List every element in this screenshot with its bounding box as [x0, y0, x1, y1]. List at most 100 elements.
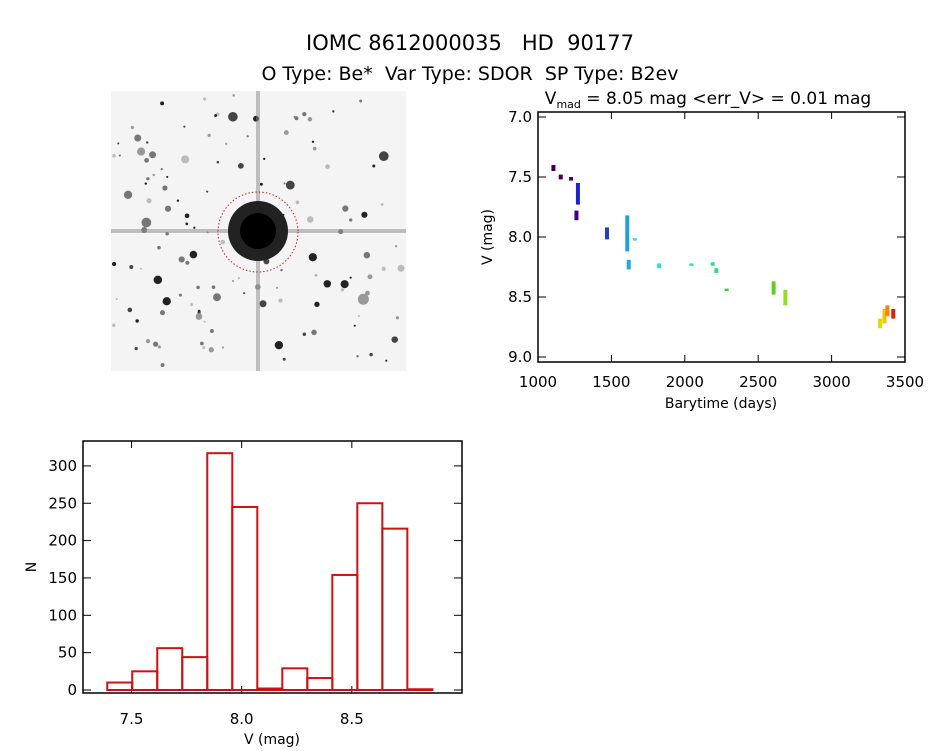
star	[130, 125, 134, 130]
star	[216, 160, 220, 164]
star	[381, 266, 386, 271]
star	[259, 300, 267, 308]
lc-title: Vmad = 8.05 mag <err_V> = 0.01 mag	[545, 89, 871, 111]
star	[118, 154, 121, 157]
x-tick-label: 1000	[519, 373, 557, 391]
histogram-bar	[381, 527, 409, 692]
star	[349, 218, 353, 222]
histogram-bar	[281, 667, 309, 691]
star	[153, 341, 159, 347]
star	[146, 177, 150, 181]
histogram-bar	[256, 687, 284, 691]
data-point	[885, 305, 890, 317]
y-tick-label: 250	[48, 494, 77, 512]
star	[160, 363, 165, 367]
y-tick-label: 0	[67, 681, 77, 699]
star	[208, 347, 214, 353]
star	[294, 116, 299, 121]
x-tick-label: 7.5	[120, 710, 144, 728]
star	[367, 274, 373, 280]
data-point	[574, 210, 579, 221]
star	[209, 329, 214, 333]
data-point	[714, 268, 719, 273]
x-tick-label: 3500	[886, 373, 924, 391]
star	[332, 110, 335, 113]
star	[225, 142, 228, 145]
star	[123, 190, 133, 200]
data-point	[632, 238, 637, 241]
star	[193, 226, 196, 229]
histogram-chart: V (mag) N 7.5 8.0 8.5 0 50 100 150 200 250 300	[24, 440, 463, 748]
data-point	[569, 177, 574, 181]
star	[178, 293, 182, 297]
histogram-bar	[356, 502, 384, 691]
y-tick-label: 100	[48, 606, 77, 624]
star	[228, 111, 238, 122]
star	[203, 320, 206, 323]
star	[395, 316, 400, 320]
star	[311, 329, 317, 336]
star	[325, 164, 330, 169]
star	[157, 345, 161, 349]
star	[275, 286, 279, 289]
star	[112, 153, 116, 158]
star	[127, 307, 133, 313]
star	[157, 245, 161, 250]
star	[394, 244, 398, 248]
data-point	[657, 263, 662, 269]
histogram-bar	[106, 681, 134, 692]
star	[340, 280, 349, 289]
star	[135, 319, 139, 323]
star	[307, 117, 313, 122]
target-circle	[217, 191, 299, 273]
star	[206, 190, 209, 193]
star	[314, 301, 320, 308]
star	[134, 347, 138, 351]
star	[164, 205, 172, 212]
histogram-bar	[206, 452, 234, 691]
light-curve-chart: Vmad = 8.05 mag <err_V> = 0.01 mag Baryt…	[480, 89, 924, 412]
y-tick-label: 150	[48, 569, 77, 587]
star	[359, 99, 363, 103]
y-tick-label: 9.0	[508, 348, 532, 366]
star	[237, 162, 244, 169]
x-tick-label: 8.5	[340, 710, 364, 728]
data-point	[626, 259, 631, 270]
star	[302, 112, 307, 117]
star	[302, 332, 307, 336]
star	[162, 185, 168, 191]
data-point	[783, 289, 788, 306]
y-tick-label: 50	[58, 644, 77, 662]
star	[353, 324, 356, 327]
x-tick-label: 2000	[666, 373, 704, 391]
star	[111, 261, 117, 267]
star	[196, 285, 200, 290]
star	[112, 323, 116, 328]
star	[342, 205, 349, 212]
star	[149, 151, 157, 159]
data-point	[558, 174, 563, 180]
star	[372, 164, 376, 168]
star	[357, 314, 361, 318]
x-tick-label: 1500	[592, 373, 630, 391]
star	[237, 276, 240, 280]
star	[231, 279, 234, 282]
data-point	[882, 309, 887, 324]
star	[361, 211, 368, 218]
y-tick-label: 7.5	[508, 168, 532, 186]
star	[221, 346, 224, 349]
data-point	[724, 288, 729, 291]
star	[139, 267, 142, 270]
star	[176, 199, 180, 202]
star	[195, 313, 203, 320]
data-point	[689, 263, 694, 266]
histogram-bar	[181, 656, 209, 692]
star	[363, 251, 371, 259]
star	[285, 180, 295, 190]
star	[153, 275, 163, 285]
star	[146, 198, 152, 204]
y-tick-label: 8.0	[508, 228, 532, 246]
histogram-bar	[306, 677, 334, 691]
star	[312, 146, 317, 151]
y-tick-label: 7.0	[508, 108, 532, 126]
